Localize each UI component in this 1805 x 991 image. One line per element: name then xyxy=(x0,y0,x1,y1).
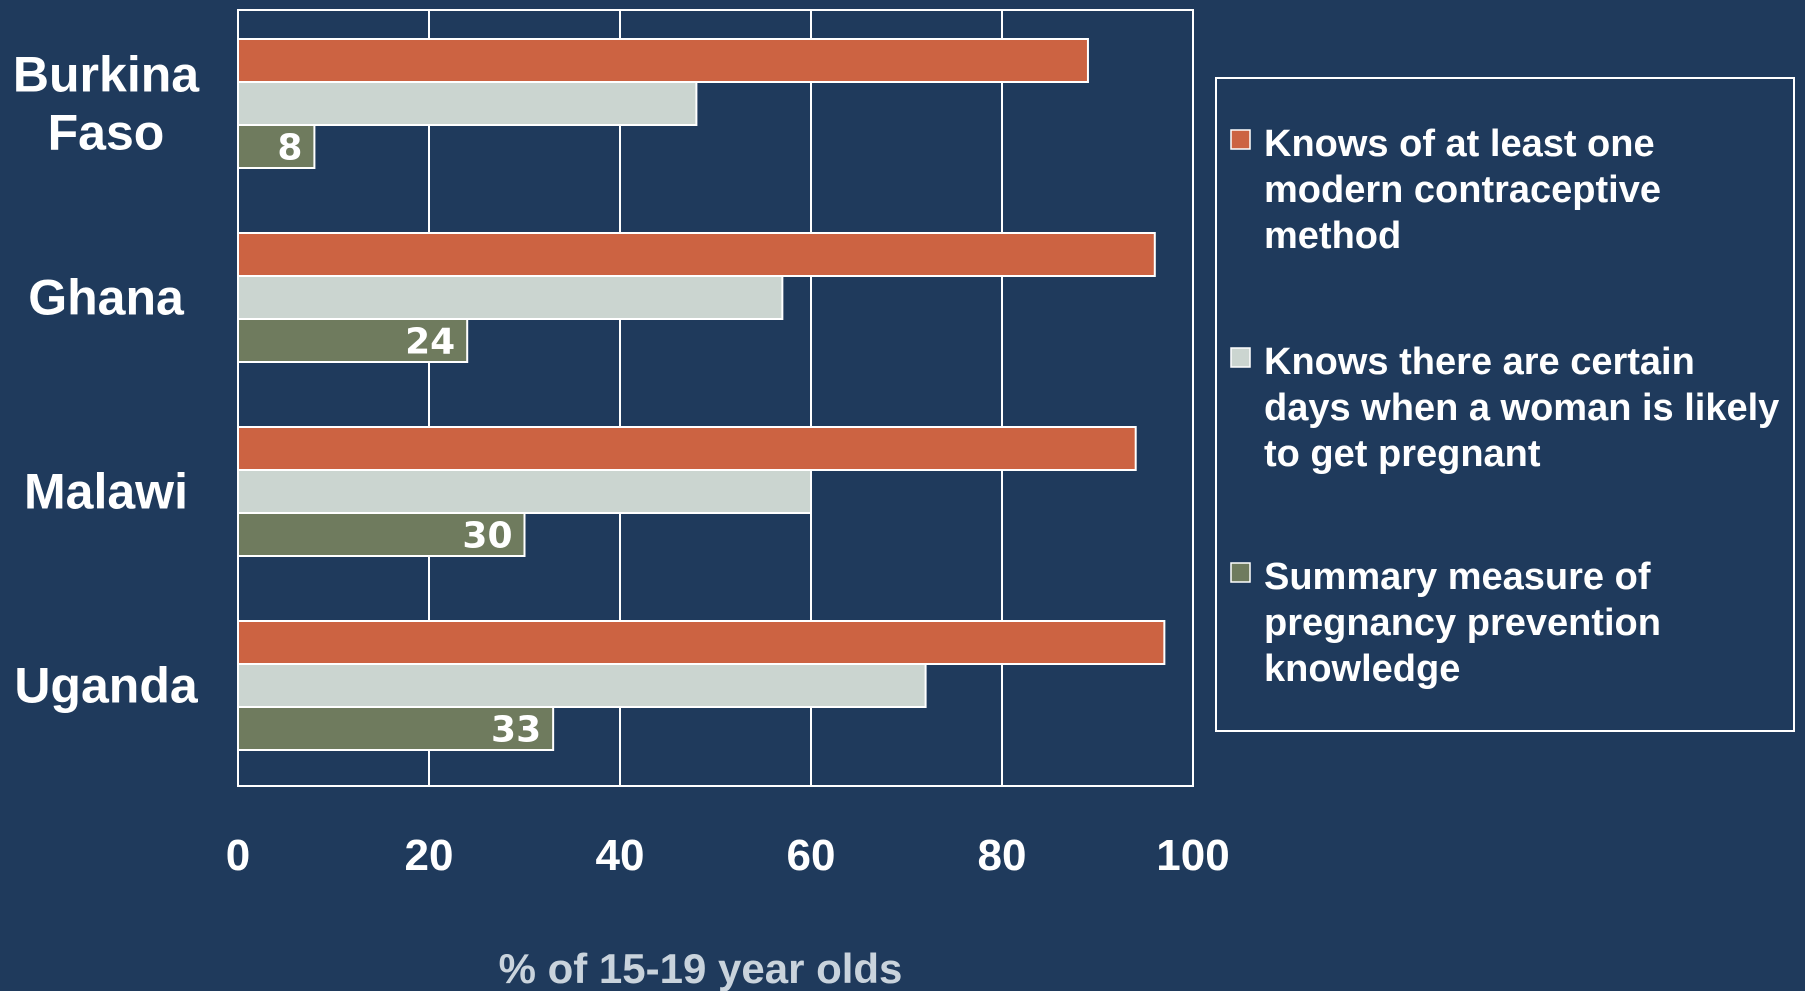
category-label: Ghana xyxy=(28,270,185,326)
bar xyxy=(237,706,555,751)
x-axis-title: % of 15-19 year olds xyxy=(499,945,903,991)
legend-entry-label: method xyxy=(1264,215,1401,257)
x-tick-label: 100 xyxy=(1156,831,1229,880)
bar xyxy=(237,512,526,557)
bars: 8 24 30 33 xyxy=(237,38,1166,751)
category-label: Malawi xyxy=(24,464,188,520)
bar xyxy=(237,426,1137,471)
plot-area-frame xyxy=(237,9,1194,787)
legend-entry-label: Knows there are certain xyxy=(1264,341,1695,383)
legend-swatch xyxy=(1230,562,1251,583)
data-label: 24 xyxy=(405,322,455,363)
data-label: 33 xyxy=(491,710,541,751)
bar xyxy=(237,620,1166,665)
category-label: Uganda xyxy=(14,658,199,714)
legend-frame xyxy=(1215,77,1795,732)
bar xyxy=(237,275,784,320)
bar xyxy=(237,38,1089,83)
bar xyxy=(237,318,469,363)
legend-entry-label: knowledge xyxy=(1264,648,1460,690)
category-label: Faso xyxy=(48,105,165,161)
legend-swatch xyxy=(1230,347,1251,368)
bar xyxy=(237,124,316,169)
bar xyxy=(237,81,698,126)
x-axis-tick-labels: 0 20 40 60 80 100 xyxy=(226,831,1230,880)
legend-entry-label: Summary measure of xyxy=(1264,556,1651,598)
x-tick-label: 80 xyxy=(978,831,1027,880)
x-tick-label: 0 xyxy=(226,831,250,880)
legend-entry-label: to get pregnant xyxy=(1264,433,1541,475)
legend-swatch xyxy=(1230,129,1251,150)
legend-entry-label: days when a woman is likely xyxy=(1264,387,1779,429)
x-tick-label: 20 xyxy=(405,831,454,880)
bar xyxy=(237,663,927,708)
bar xyxy=(237,232,1156,277)
legend-entry-label: pregnancy prevention xyxy=(1264,602,1661,644)
x-tick-label: 60 xyxy=(787,831,836,880)
data-label: 8 xyxy=(277,128,302,169)
x-tick-label: 40 xyxy=(596,831,645,880)
legend-entry-label: modern contraceptive xyxy=(1264,169,1661,211)
category-label: Burkina xyxy=(13,47,200,103)
legend-entry-label: Knows of at least one xyxy=(1264,123,1655,165)
data-label: 30 xyxy=(462,516,512,557)
bar xyxy=(237,469,812,514)
